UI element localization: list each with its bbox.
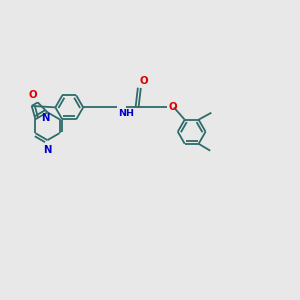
Text: N: N (41, 113, 49, 123)
Text: NH: NH (118, 109, 134, 118)
Text: N: N (43, 145, 51, 154)
Text: O: O (29, 90, 38, 100)
Text: O: O (140, 76, 148, 86)
Text: O: O (169, 102, 177, 112)
